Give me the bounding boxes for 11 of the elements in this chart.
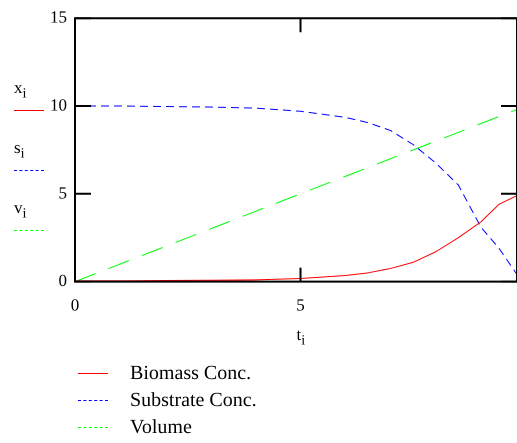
legend-label: Biomass Conc. <box>129 361 252 386</box>
legend-label: Substrate Conc. <box>129 388 257 413</box>
y-tick-label: 10 <box>50 95 67 114</box>
text: s$_{i}$ <box>14 138 25 163</box>
text: x$_{i}$ <box>14 78 26 103</box>
y-tick-label: 15 <box>50 8 67 27</box>
legend-label: Volume <box>129 415 193 440</box>
y-tick-label: 5 <box>58 183 67 202</box>
y-tick-label: 0 <box>58 271 67 290</box>
x-axis-title: t$_{i}$ <box>296 325 306 350</box>
text: v$_{i}$ <box>14 198 26 223</box>
